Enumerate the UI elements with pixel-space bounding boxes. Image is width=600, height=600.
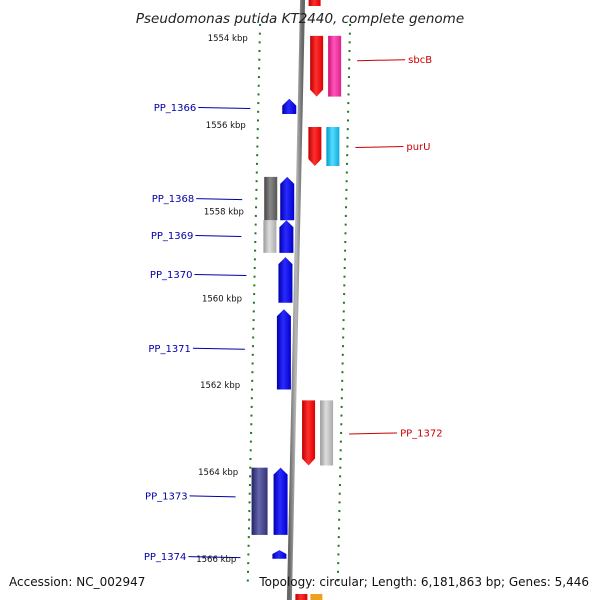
genome-backbone — [286, 0, 306, 600]
gene-PP_1371[interactable]: PP_1371 — [148, 309, 291, 390]
gene-arrow[interactable] — [276, 309, 291, 390]
label-leader — [349, 432, 398, 435]
gene-label[interactable]: PP_1373 — [145, 491, 188, 502]
gene-features: sbcB PP_1366 purU PP_1368 PP_1369 PP_1370 PP_1… — [144, 0, 443, 600]
cog-bar — [328, 35, 342, 97]
gene-PP_1374[interactable]: PP_1374 — [144, 550, 287, 563]
label-leader — [355, 146, 404, 148]
label-leader — [198, 106, 251, 109]
gene-PP_1370[interactable]: PP_1370 — [150, 257, 293, 303]
label-leader — [188, 556, 241, 559]
gene-PP_1373[interactable]: PP_1373 — [145, 467, 288, 535]
cog-bar — [264, 176, 278, 221]
gene-label[interactable]: PP_1372 — [400, 428, 443, 439]
scale-label: 1562 kbp — [200, 381, 240, 391]
gene-label[interactable]: PP_1368 — [152, 194, 195, 205]
gene-arrow[interactable] — [279, 220, 294, 253]
label-leader — [189, 495, 236, 498]
gene-PP_1368[interactable]: PP_1368 — [152, 176, 295, 221]
gene-arrow[interactable] — [272, 550, 287, 559]
scale-label: 1564 kbp — [198, 468, 238, 478]
label-leader — [196, 198, 243, 201]
gene-arrow[interactable] — [310, 35, 324, 97]
gene-arrow[interactable] — [302, 400, 316, 466]
label-leader — [192, 347, 245, 350]
accession-text: Accession: NC_002947 — [9, 575, 145, 589]
gene-sbcB[interactable]: sbcB — [310, 35, 432, 97]
cog-bar — [326, 126, 340, 167]
gene-arrow[interactable] — [273, 467, 288, 535]
gene-label[interactable]: PP_1370 — [150, 270, 193, 281]
cog-bar — [320, 400, 334, 466]
gene-PP_1366[interactable]: PP_1366 — [154, 98, 297, 114]
scale-label: 1554 kbp — [208, 34, 248, 44]
topology-text: Topology: circular; Length: 6,181,863 bp… — [258, 575, 589, 589]
map-title: Pseudomonas putida KT2440, complete geno… — [136, 11, 464, 27]
gene-PP_1369[interactable]: PP_1369 — [151, 220, 294, 253]
scale-ticks — [246, 23, 352, 582]
gene-label[interactable]: PP_1371 — [148, 344, 191, 355]
scale-label: 1556 kbp — [206, 121, 246, 131]
label-leader — [195, 234, 242, 237]
gene-arrow[interactable] — [282, 98, 297, 114]
gene-label[interactable]: PP_1366 — [154, 103, 197, 114]
scale-label: 1560 kbp — [202, 294, 242, 304]
label-leader — [194, 274, 247, 277]
gene-PP_1372[interactable]: PP_1372 — [302, 400, 443, 466]
scale-label: 1558 kbp — [204, 208, 244, 218]
label-leader — [357, 59, 406, 62]
cog-bar — [251, 467, 268, 535]
gene-label[interactable]: sbcB — [408, 55, 432, 66]
gene-label[interactable]: PP_1374 — [144, 552, 187, 563]
gene-arrow[interactable] — [278, 257, 293, 303]
gene-offscreen-bottom — [295, 594, 308, 600]
gene-offscreen-top — [308, 0, 321, 6]
cog-offscreen-bottom — [310, 594, 323, 600]
gene-label[interactable]: purU — [406, 142, 430, 153]
gene-purU[interactable]: purU — [308, 126, 431, 167]
gene-arrow[interactable] — [308, 126, 322, 167]
scale-label: 1566 kbp — [196, 555, 236, 565]
backbone-line — [286, 0, 306, 600]
gene-arrow[interactable] — [280, 176, 295, 221]
cog-bar — [263, 220, 277, 253]
scale-labels: 1554 kbp 1556 kbp 1558 kbp 1560 kbp 1562 kbp… — [196, 34, 248, 565]
gene-label[interactable]: PP_1369 — [151, 231, 194, 242]
